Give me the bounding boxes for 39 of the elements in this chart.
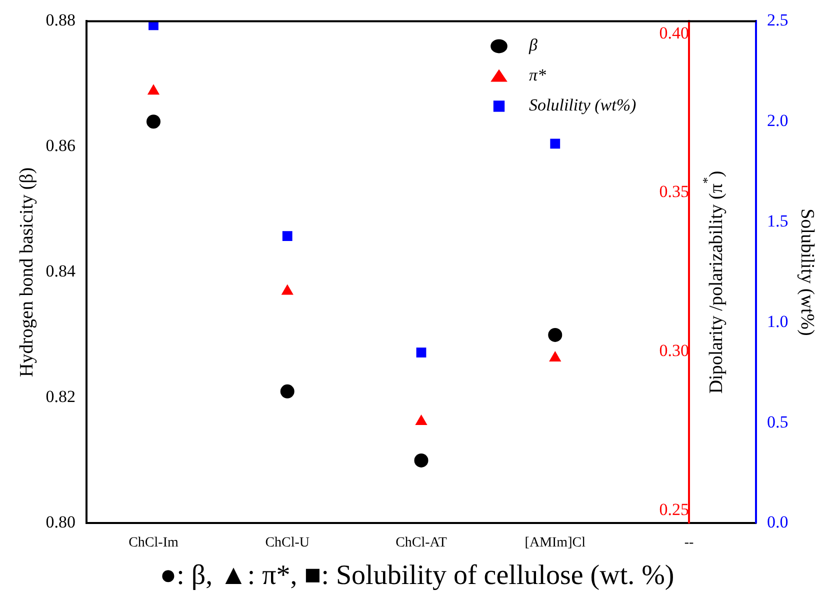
point: [147, 84, 160, 95]
x-tick-label: ChCl-AT: [396, 535, 448, 550]
legend-label: Solulility (wt%): [529, 96, 637, 115]
y2-tick-label: 0.30: [659, 341, 690, 360]
y3-tick-label: 0.0: [766, 512, 788, 532]
point: [281, 284, 294, 295]
point: [148, 21, 158, 30]
point: [414, 453, 428, 468]
x-tick-label: ChCl-U: [265, 535, 310, 550]
y-axis-title: Hydrogen bond basicity (β): [16, 167, 38, 378]
y2-tick-label: 0.25: [659, 500, 690, 519]
point: [146, 114, 160, 129]
y3-tick-label: 0.5: [766, 412, 788, 432]
point: [549, 350, 562, 362]
point: [280, 384, 294, 398]
x-tick-label: [AMIm]Cl: [524, 535, 586, 550]
y3-tick-label: 1.0: [766, 312, 788, 331]
point: [550, 138, 560, 149]
x-tick-label: --: [684, 535, 694, 550]
y-tick-label: 0.88: [46, 10, 76, 30]
legend-label: π*: [529, 66, 547, 85]
legend-label: β: [528, 36, 538, 55]
y2-tick-label: 0.40: [659, 23, 690, 42]
y-tick-label: 0.84: [46, 262, 76, 281]
y3-tick-label: 2.5: [766, 10, 788, 30]
point: [415, 414, 428, 426]
point: [416, 348, 426, 358]
y3-axis-title: Solubility (wt%): [796, 208, 818, 336]
y3-tick-label: 2.0: [766, 111, 788, 130]
y-tick-label: 0.82: [46, 387, 76, 406]
y2-axis-title: Dipolarity /polarizability (π*): [699, 170, 727, 394]
y-tick-label: 0.80: [46, 512, 76, 532]
y-tick-label: 0.86: [46, 136, 76, 156]
y2-tick-label: 0.35: [659, 182, 690, 202]
point: [282, 231, 292, 242]
y3-tick-label: 1.5: [766, 211, 788, 230]
point: [548, 328, 562, 342]
text: ●: β, ▲: π*, ■: Solubility of cellulose (wt. %): [158, 560, 676, 592]
x-tick-label: ChCl-Im: [128, 535, 178, 550]
